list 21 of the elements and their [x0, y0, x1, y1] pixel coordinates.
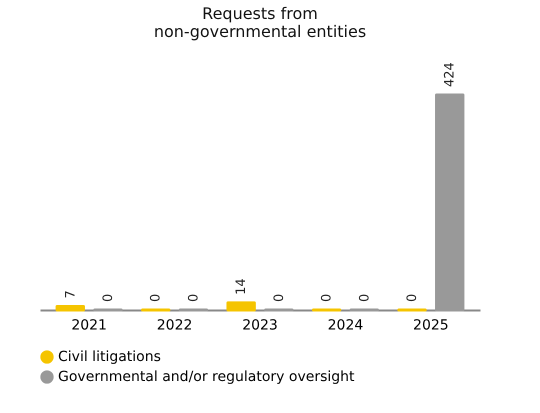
- data-label: 7: [63, 290, 78, 298]
- data-label: 0: [405, 294, 420, 302]
- data-label: 14: [234, 278, 250, 295]
- bar: [226, 301, 256, 312]
- bar: [56, 304, 85, 312]
- legend-label: Civil litigations: [58, 349, 161, 365]
- data-label: 0: [272, 294, 287, 302]
- data-label: 0: [320, 294, 335, 302]
- x-tick-label: 2022: [156, 318, 192, 334]
- data-label: 0: [148, 294, 164, 302]
- chart-title: Requests from non-governmental entities: [154, 4, 366, 42]
- data-label: 0: [186, 294, 202, 302]
- bar: [435, 94, 464, 312]
- x-tick-label: 2021: [71, 318, 107, 334]
- legend-label: Governmental and/or regulatory oversight: [58, 369, 356, 385]
- x-tick-label: 2024: [328, 318, 364, 334]
- x-tick-label: 2023: [242, 318, 278, 334]
- x-tick-label: 2025: [413, 318, 449, 334]
- data-label: 424: [442, 62, 458, 87]
- data-label: 0: [100, 294, 116, 302]
- data-label: 0: [357, 294, 372, 302]
